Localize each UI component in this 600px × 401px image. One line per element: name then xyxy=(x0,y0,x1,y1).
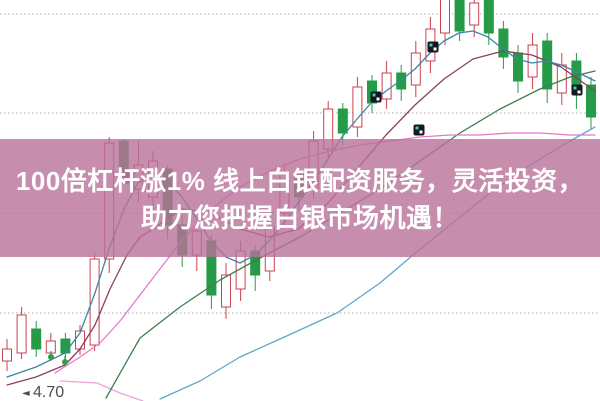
candle-up xyxy=(352,86,363,128)
signal-badge-dot xyxy=(429,43,433,47)
sprout-marker-icon xyxy=(62,359,68,365)
candle-down xyxy=(60,338,71,354)
candle-down xyxy=(498,28,509,58)
candle-up xyxy=(440,0,450,34)
candle-down xyxy=(396,72,407,90)
candle-down xyxy=(337,108,348,134)
signal-badge-icon xyxy=(427,41,439,53)
candle-up xyxy=(89,258,100,346)
candle-up xyxy=(16,314,27,354)
signal-badge-icon xyxy=(370,91,382,103)
candle-down xyxy=(483,0,494,34)
signal-badge-dot xyxy=(372,93,376,97)
candle-down xyxy=(31,328,42,350)
promo-banner[interactable]: 100倍杠杆涨1% 线上白银配资服务，灵活投资， 助力您把握白银市场机遇！ xyxy=(0,139,600,257)
signal-badge-icon xyxy=(413,124,425,136)
candle-down xyxy=(542,40,553,90)
signal-badge-dot xyxy=(415,126,419,130)
candle-up xyxy=(2,348,12,362)
price-marker-label: 4.70 xyxy=(33,384,64,401)
signal-badge-dot xyxy=(573,86,577,90)
signal-badge-dot xyxy=(376,97,380,101)
signal-badge-dot xyxy=(577,90,581,94)
line-ma-pink-fading xyxy=(59,380,144,401)
price-marker-arrow-icon: ◄ xyxy=(22,388,30,399)
candle-up xyxy=(221,274,231,308)
candle-down xyxy=(586,84,596,118)
candle-up xyxy=(469,2,480,26)
candle-up xyxy=(527,44,538,78)
sprout-marker-icon xyxy=(48,354,54,360)
signal-badge-icon xyxy=(571,84,583,96)
signal-badge-dot xyxy=(433,47,437,51)
signal-badge-dot xyxy=(419,130,423,134)
promo-banner-line-1: 100倍杠杆涨1% 线上白银配资服务，灵活投资， xyxy=(15,166,585,196)
promo-banner-line-2: 助力您把握白银市场机遇！ xyxy=(140,203,459,233)
candle-down xyxy=(454,0,465,32)
candle-up xyxy=(381,72,392,100)
